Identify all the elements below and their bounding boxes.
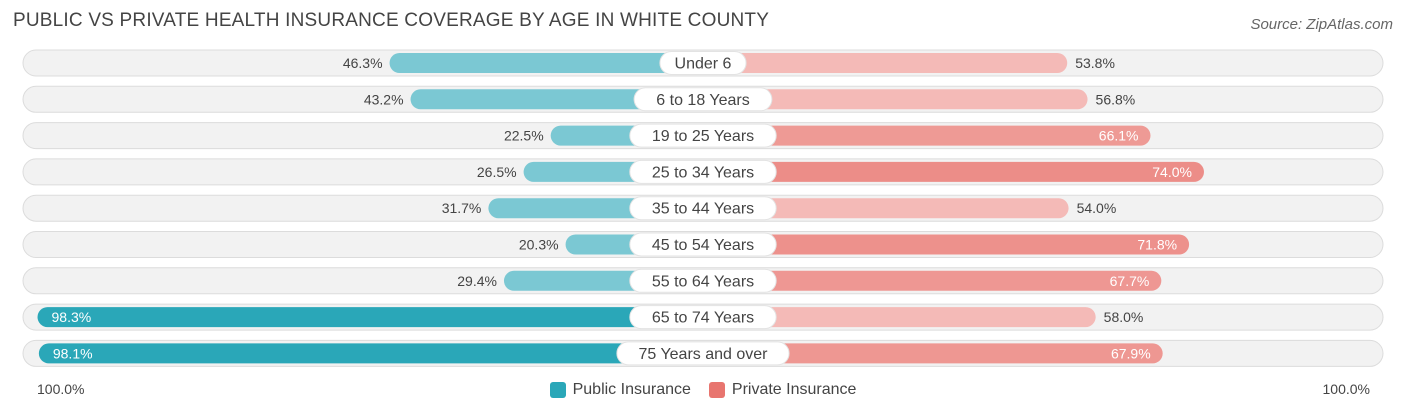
bar-private-45-to-54-years — [703, 234, 1190, 255]
bar-private-75-years-and-over — [703, 343, 1163, 364]
category-label-65-to-74-years: 65 to 74 Years — [652, 310, 754, 327]
value-label-private-35-to-44-years: 54.0% — [1077, 200, 1117, 216]
value-label-public-75-years-and-over: 98.1% — [53, 345, 93, 361]
value-label-public-65-to-74-years: 98.3% — [52, 309, 92, 325]
category-label-6-to-18-years: 6 to 18 Years — [656, 92, 749, 109]
axis-right-label: 100.0% — [1322, 381, 1370, 397]
axis-left-label: 100.0% — [37, 381, 85, 397]
category-pill-25-to-34-years — [629, 159, 777, 184]
legend-item-public[interactable]: Public Insurance — [549, 381, 691, 399]
value-label-public-55-to-64-years: 29.4% — [457, 273, 497, 289]
legend-swatch-private — [708, 382, 725, 398]
bar-private-under-6 — [703, 53, 1068, 73]
value-label-public-under-6: 46.3% — [343, 55, 383, 71]
chart-legend: Public Insurance Private Insurance — [0, 378, 1406, 402]
legend-swatch-public — [549, 382, 566, 398]
bar-public-under-6 — [389, 53, 703, 73]
bar-private-55-to-64-years — [703, 270, 1162, 291]
bar-public-65-to-74-years — [37, 307, 704, 328]
category-label-45-to-54-years: 45 to 54 Years — [652, 237, 754, 254]
category-pill-65-to-74-years — [629, 305, 777, 330]
bar-private-25-to-34-years — [703, 161, 1204, 182]
category-label-75-years-and-over: 75 Years and over — [639, 346, 769, 363]
value-label-private-65-to-74-years: 58.0% — [1104, 309, 1144, 325]
bar-private-65-to-74-years — [703, 307, 1096, 328]
bar-public-6-to-18-years — [410, 89, 703, 110]
bar-private-35-to-44-years — [703, 198, 1069, 219]
value-label-public-25-to-34-years: 26.5% — [477, 164, 517, 180]
value-label-private-under-6: 53.8% — [1075, 55, 1115, 71]
chart-title: PUBLIC VS PRIVATE HEALTH INSURANCE COVER… — [13, 10, 770, 31]
value-label-public-45-to-54-years: 20.3% — [519, 237, 559, 253]
bar-private-6-to-18-years — [703, 89, 1088, 110]
legend-label-public: Public Insurance — [572, 381, 691, 398]
value-label-public-6-to-18-years: 43.2% — [364, 91, 404, 107]
value-label-public-19-to-25-years: 22.5% — [504, 128, 544, 144]
value-label-private-45-to-54-years: 71.8% — [1137, 237, 1177, 253]
value-label-private-25-to-34-years: 74.0% — [1152, 164, 1192, 180]
category-pill-75-years-and-over — [616, 341, 790, 366]
category-pill-45-to-54-years — [629, 232, 777, 257]
category-label-19-to-25-years: 19 to 25 Years — [652, 128, 754, 145]
category-label-35-to-44-years: 35 to 44 Years — [652, 201, 754, 218]
category-pill-19-to-25-years — [629, 123, 777, 148]
category-pill-under-6 — [659, 51, 747, 75]
category-pill-35-to-44-years — [629, 196, 777, 221]
value-label-private-75-years-and-over: 67.9% — [1111, 345, 1151, 361]
chart-source: Source: ZipAtlas.com — [1250, 16, 1393, 33]
value-label-private-19-to-25-years: 66.1% — [1099, 128, 1139, 144]
bar-private-19-to-25-years — [703, 125, 1151, 146]
category-label-55-to-64-years: 55 to 64 Years — [652, 273, 754, 290]
category-pill-6-to-18-years — [633, 87, 773, 112]
value-label-private-6-to-18-years: 56.8% — [1096, 91, 1136, 107]
value-label-private-55-to-64-years: 67.7% — [1110, 273, 1150, 289]
category-label-under-6: Under 6 — [675, 56, 732, 73]
bar-public-75-years-and-over — [38, 343, 704, 364]
legend-item-private[interactable]: Private Insurance — [708, 381, 857, 399]
category-label-25-to-34-years: 25 to 34 Years — [652, 164, 754, 181]
category-pill-55-to-64-years — [629, 268, 777, 293]
value-label-public-35-to-44-years: 31.7% — [442, 200, 482, 216]
legend-label-private: Private Insurance — [731, 381, 857, 398]
